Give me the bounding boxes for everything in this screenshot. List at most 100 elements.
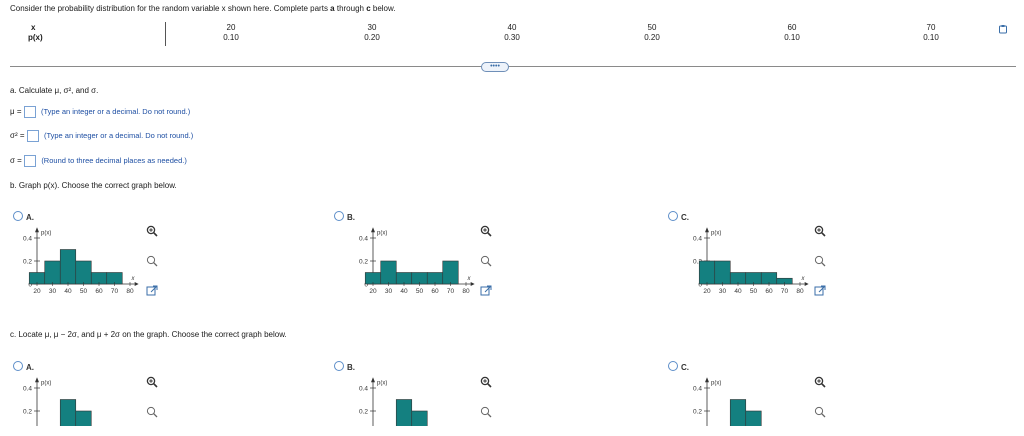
histogram-bar [442,260,459,285]
x-tick-label: 30 [49,288,57,295]
x-tick-label: 50 [416,288,424,295]
histogram-bar [75,410,92,426]
y-axis-arrow [35,377,39,383]
graph-tools [146,225,160,315]
x-axis-arrow [134,282,139,286]
option-c-c[interactable]: C. [668,357,689,375]
x-tick-label: 30 [385,288,393,295]
histogram-c-b[interactable]: 0.40.20p(x) [336,368,486,426]
zoom-in-icon[interactable] [480,376,492,388]
zoom-out-icon[interactable] [480,255,492,267]
option-b-c[interactable]: C. [668,207,689,225]
graph-tools [146,376,160,436]
histogram-c-a[interactable]: 0.40.20p(x) [0,368,150,426]
histogram-bar [395,399,413,426]
x-value: 20 [226,23,236,32]
zoom-out-icon[interactable] [146,255,158,267]
radio-button[interactable] [668,360,678,371]
expand-button[interactable]: •••• [481,62,509,72]
x-tick-label: 50 [80,288,88,295]
graph-tools [814,376,828,436]
option-b-b[interactable]: B. [334,207,355,225]
intro-through: through [334,4,367,13]
problem-statement: Consider the probability distribution fo… [10,4,396,13]
radio-button[interactable] [334,210,344,221]
intro-part-a: a [330,4,335,13]
p-value: 0.30 [504,33,520,42]
y-tick-label: 0.4 [693,236,702,243]
x-tick-label: 40 [734,288,742,295]
zoom-out-icon[interactable] [814,406,826,418]
x-tick-label: 20 [703,288,711,295]
zoom-out-icon[interactable] [814,255,826,267]
histogram-b-b[interactable]: 0.4 0.2 0 p(x) 20 30 40 50 60 70 80 x [336,218,486,298]
x-value: 60 [787,23,797,32]
p-value: 0.20 [644,33,660,42]
histogram-bar [698,260,716,285]
x-tick-label: 50 [750,288,758,295]
sd-input[interactable] [24,155,37,167]
option-b-a[interactable]: A. [13,207,34,225]
y-axis-label: p(x) [377,380,387,386]
option-label: B. [347,213,355,222]
mu-hint: (Type an integer or a decimal. Do not ro… [40,107,191,117]
y-tick-label: 0.4 [23,386,32,393]
y-axis-arrow [705,377,709,383]
clipboard-icon[interactable] [998,24,1008,34]
graph-tools [814,225,828,315]
popout-icon[interactable] [814,285,826,297]
y-tick-label: 0 [364,282,368,289]
x-tick-label: 80 [126,288,134,295]
y-tick-label: 0.4 [359,236,368,243]
zoom-in-icon[interactable] [480,225,492,237]
radio-button[interactable] [334,360,344,371]
option-c-b[interactable]: B. [334,357,355,375]
y-axis-arrow [705,227,709,233]
intro-suffix: below. [370,4,396,13]
popout-icon[interactable] [480,285,492,297]
variance-hint: (Type an integer or a decimal. Do not ro… [43,131,194,141]
x-tick-label: 70 [447,288,455,295]
y-axis-arrow [371,227,375,233]
zoom-in-icon[interactable] [146,225,158,237]
y-axis-label: p(x) [711,230,721,236]
intro-text: Consider the probability distribution fo… [10,4,331,13]
x-tick-label: 20 [369,288,377,295]
mu-input[interactable] [23,106,36,118]
x-tick-label: 30 [719,288,727,295]
radio-button[interactable] [668,210,678,221]
histogram-bar [729,399,747,426]
x-tick-label: 80 [462,288,470,295]
zoom-out-icon[interactable] [480,406,492,418]
histogram-bar [44,260,61,285]
popout-icon[interactable] [146,285,158,297]
radio-button[interactable] [13,210,23,221]
histogram-b-c[interactable]: 0.4 0.2 0 p(x) 20 30 40 50 60 70 80 x [670,218,820,298]
p-value: 0.20 [364,33,380,42]
histogram-c-c[interactable]: 0.40.20p(x) [670,368,820,426]
x-tick-label: 40 [400,288,408,295]
histogram-bar [75,260,92,285]
option-c-a[interactable]: A. [13,357,34,375]
histogram-bar [745,410,762,426]
p-value: 0.10 [784,33,800,42]
intro-part-c: c [366,4,371,13]
y-axis-arrow [371,377,375,383]
histogram-b-a[interactable]: 0.4 0.2 0 p(x) 20 30 40 50 60 70 80 x [0,218,150,298]
x-axis-label: x [801,276,806,282]
zoom-in-icon[interactable] [814,225,826,237]
graph-tools [480,225,494,315]
variance-input[interactable] [26,130,39,142]
x-axis-label: x [467,276,472,282]
x-tick-label: 70 [111,288,119,295]
zoom-in-icon[interactable] [146,376,158,388]
zoom-out-icon[interactable] [146,406,158,418]
sd-row: σ = (Round to three decimal places as ne… [10,155,187,167]
y-tick-label: 0.2 [23,259,32,266]
radio-button[interactable] [13,360,23,371]
histogram-bar [411,410,428,426]
y-tick-label: 0.2 [23,409,32,416]
y-axis-label: p(x) [41,380,51,386]
y-tick-label: 0.2 [359,259,368,266]
zoom-in-icon[interactable] [814,376,826,388]
